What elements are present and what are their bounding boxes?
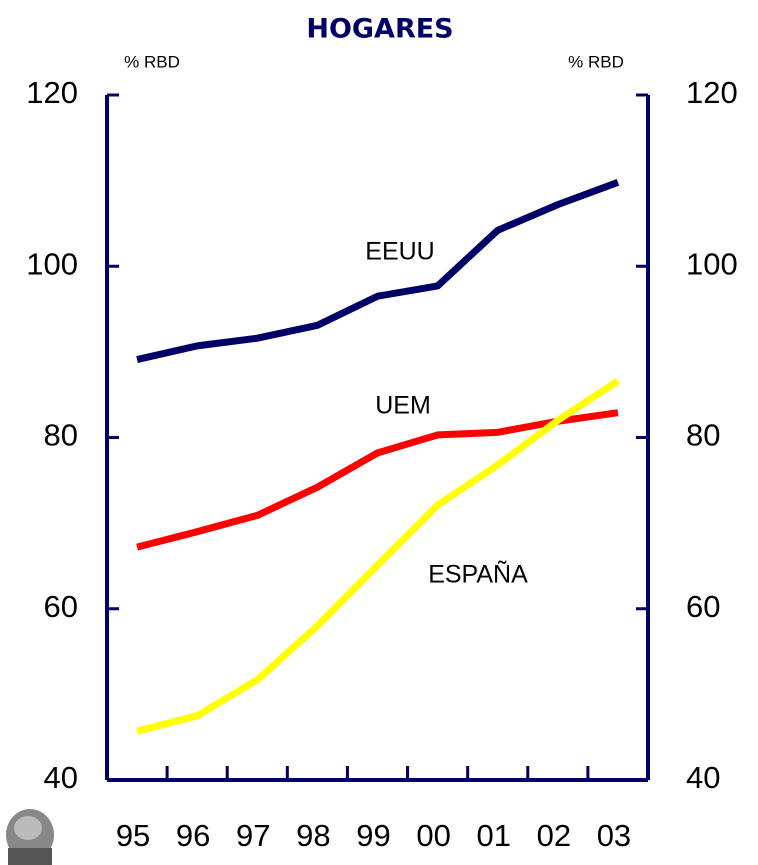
- chart-title: HOGARES: [306, 14, 453, 45]
- series-line: [136, 378, 620, 735]
- x-tick-label: 96: [176, 818, 210, 853]
- y2-tick-label: 120: [686, 75, 738, 110]
- x-tick-label: 01: [476, 818, 510, 853]
- x-tick-label: 98: [296, 818, 330, 853]
- y2-tick-label: 100: [686, 246, 738, 281]
- y-tick-label: 120: [26, 75, 78, 110]
- y2-tick-label: 40: [686, 760, 720, 795]
- y2-tick-label: 60: [686, 589, 720, 624]
- logo: [6, 809, 54, 865]
- y2-tick-label: 80: [686, 418, 720, 453]
- x-tick-label: 95: [116, 818, 150, 853]
- y2-axis-label: % RBD: [568, 52, 624, 71]
- series-line: [136, 409, 619, 551]
- x-tick-label: 03: [597, 818, 631, 853]
- x-tick-label: 97: [236, 818, 270, 853]
- series-label: ESPAÑA: [428, 560, 528, 589]
- y-tick-label: 60: [44, 589, 78, 624]
- series-label: EEUU: [365, 238, 434, 266]
- series-label: UEM: [375, 392, 431, 420]
- y-tick-label: 100: [26, 246, 78, 281]
- x-tick-label: 00: [416, 818, 450, 853]
- y-tick-label: 80: [44, 418, 78, 453]
- y-axis-label: % RBD: [124, 52, 180, 71]
- x-tick-label: 99: [356, 818, 390, 853]
- x-tick-label: 02: [537, 818, 571, 853]
- series-line: [136, 179, 620, 363]
- y-tick-label: 40: [44, 760, 78, 795]
